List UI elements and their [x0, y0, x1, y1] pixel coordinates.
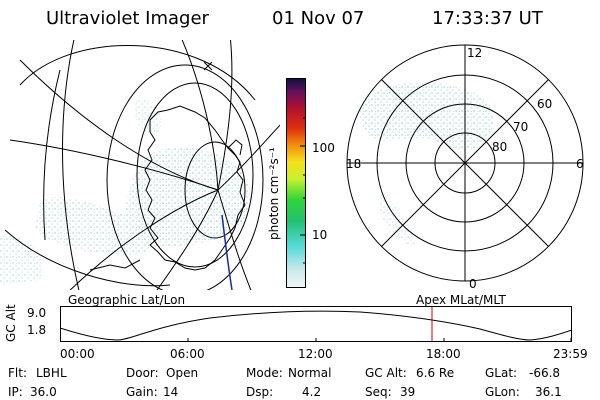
coastline-fragment	[227, 139, 243, 156]
orbit-xtick-06: 06:00	[170, 347, 205, 361]
gc-alt-tick-top: 9.0	[27, 306, 47, 320]
aurora-emission-region	[135, 99, 161, 135]
mlt-label-18: 18	[346, 157, 362, 171]
gc-alt-axis-label: GC Alt	[4, 304, 18, 342]
observation-date: 01 Nov 07	[272, 8, 365, 29]
dsp-label: Dsp:	[246, 385, 274, 399]
ip-value: 36.0	[30, 385, 57, 399]
latitude-circle	[136, 82, 254, 268]
gc-alt-value: 6.6 Re	[416, 366, 455, 380]
dsp-value: 4.2	[302, 385, 322, 399]
geographic-lat-lon-label: Geographic Lat/Lon	[68, 293, 186, 307]
seq-label: Seq:	[365, 385, 392, 399]
flt-label: Flt:	[8, 366, 27, 380]
mlt-label-12: 12	[467, 46, 483, 60]
gain-value: 14	[163, 385, 179, 399]
colorbar-tick-label-10: 10	[312, 228, 328, 242]
door-value: Open	[166, 366, 199, 380]
meridian-line	[217, 189, 252, 290]
mode-label: Mode:	[246, 366, 283, 380]
aurora-emission-region	[0, 235, 43, 285]
glon-label: GLon:	[485, 385, 520, 399]
orbit-xtick-18: 18:00	[426, 347, 461, 361]
colorbar-tick-label-100: 100	[312, 141, 335, 155]
meridian-line	[62, 40, 80, 290]
gain-label: Gain:	[126, 385, 158, 399]
glat-value: -66.8	[529, 366, 561, 380]
seq-value: 39	[400, 385, 416, 399]
lat-label-80: 80	[492, 140, 508, 154]
orbit-xtick-12: 12:00	[298, 347, 333, 361]
gc-alt-tick-bottom: 1.8	[27, 323, 47, 337]
orbit-xtick-2359: 23:59	[553, 347, 588, 361]
mlt-meridian-diagonal	[381, 79, 549, 247]
coastline-fragment	[89, 259, 141, 271]
limb-circle	[106, 64, 264, 290]
observation-time: 17:33:37 UT	[432, 8, 543, 29]
polar-mlt-plot	[346, 44, 584, 282]
apex-mlat-mlt-label: Apex MLat/MLT	[416, 293, 506, 307]
instrument-title: Ultraviolet Imager	[46, 8, 209, 29]
gc-alt-label: GC Alt:	[365, 366, 407, 380]
door-label: Door:	[126, 366, 159, 380]
spacecraft-position-marker	[203, 61, 213, 71]
lat-label-70: 70	[513, 120, 529, 134]
glon-value: 36.1	[535, 385, 562, 399]
orbit-altitude-panel	[60, 306, 572, 342]
flt-value: LBHL	[36, 366, 67, 380]
mlt-label-6: 6	[576, 157, 584, 171]
latitude-circle	[184, 141, 246, 239]
satellite-ground-track	[221, 214, 233, 290]
meridian-line	[43, 69, 61, 241]
meridian-line	[156, 189, 219, 290]
meridian-line	[69, 189, 219, 290]
glat-label: GLat:	[485, 366, 518, 380]
meridian-line	[19, 59, 219, 191]
antarctica-coastline	[144, 105, 246, 271]
intensity-colorbar	[286, 78, 306, 288]
colorbar-unit-label: photon cm⁻²s⁻¹	[267, 147, 281, 240]
orbit-xtick-00: 00:00	[60, 347, 95, 361]
meridian-line	[217, 40, 233, 191]
meridian-line	[181, 40, 219, 191]
latitude-circle	[19, 45, 256, 101]
lat-label-60: 60	[537, 97, 553, 111]
mode-value: Normal	[288, 366, 332, 380]
meridian-line	[217, 124, 280, 191]
mlt-label-0: 0	[469, 277, 477, 291]
aurora-emission-region	[124, 147, 251, 247]
geographic-globe-image	[0, 40, 280, 290]
orbit-altitude-curve	[60, 310, 572, 341]
latitude-circle	[4, 229, 171, 287]
ip-label: IP:	[8, 385, 23, 399]
